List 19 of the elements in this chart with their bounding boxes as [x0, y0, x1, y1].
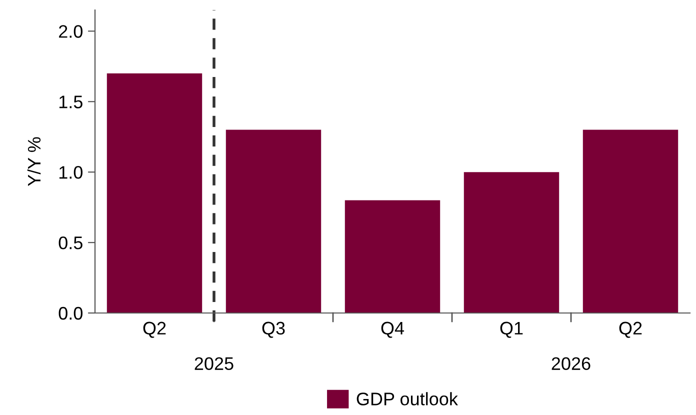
bar: [582, 130, 678, 313]
y-tick-label: 0.0: [58, 306, 82, 320]
x-tick-label: Q1: [500, 322, 523, 338]
bar: [226, 130, 322, 313]
legend-label: GDP outlook: [356, 392, 458, 406]
bar: [106, 73, 202, 313]
y-axis-title: Y/Y %: [27, 137, 41, 186]
y-tick-label: 1.5: [59, 96, 82, 108]
y-tick-label: 0.5: [58, 236, 82, 250]
bar: [464, 172, 560, 313]
text: 2026: [552, 357, 590, 370]
bar: [344, 200, 440, 313]
y-tick-label: 2.0: [59, 25, 82, 38]
x-tick-label: Q2: [143, 322, 166, 338]
text: 2025: [194, 357, 234, 370]
y-tick-label: 1.0: [59, 166, 82, 179]
x-tick-label: Q2: [619, 322, 642, 338]
x-tick-label: Q4: [381, 322, 404, 338]
x-tick-label: Q3: [262, 322, 285, 338]
